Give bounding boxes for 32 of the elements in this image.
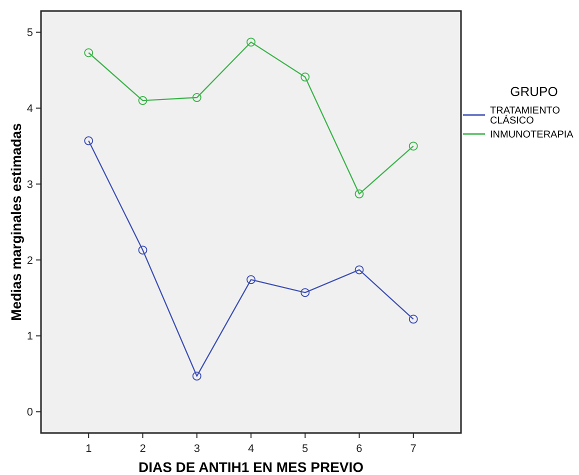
y-tick-label: 4 [26,103,33,115]
point [192,93,202,102]
point [354,189,364,198]
point [246,38,256,47]
x-tick-label: 1 [86,443,92,455]
point [84,136,94,146]
legend-label: TRATAMIENTO CLÁSICO [490,106,560,126]
x-tick-label: 4 [248,443,254,455]
legend-label: INMUNOTERAPIA [490,130,574,140]
point [84,48,94,58]
x-tick-label: 2 [140,443,146,455]
point [192,372,202,381]
point [246,275,256,284]
x-tick-label: 7 [410,443,416,455]
point [138,246,148,255]
point [138,96,148,106]
y-axis-title: Medias marginales estimadas [8,122,24,321]
x-tick-label: 6 [356,443,362,455]
x-axis-title: DIAS DE ANTIH1 EN MES PREVIO [138,459,364,475]
x-tick-label: 3 [194,443,200,455]
y-tick-label: 2 [26,254,33,267]
y-tick-label: 1 [26,330,33,343]
y-tick-label: 5 [26,27,33,40]
point [408,142,418,151]
y-tick-label: 3 [26,178,33,191]
x-tick-label: 5 [302,443,308,455]
point [300,288,310,298]
y-tick-label: 0 [26,406,33,419]
point [354,265,364,274]
point [300,72,310,82]
legend-title: GRUPO [510,84,558,99]
point [408,314,418,324]
